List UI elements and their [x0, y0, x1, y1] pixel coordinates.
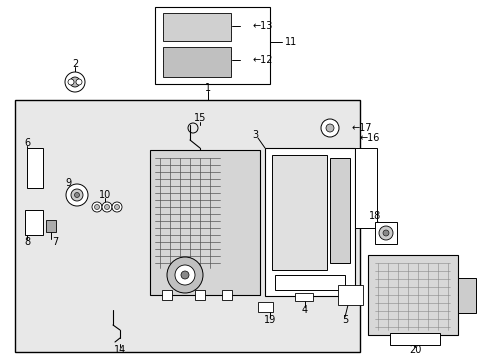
Bar — [271, 155, 326, 270]
Text: 14: 14 — [114, 345, 126, 355]
Circle shape — [92, 202, 102, 212]
Circle shape — [94, 204, 99, 210]
Bar — [367, 255, 457, 335]
Bar — [150, 150, 260, 295]
Circle shape — [167, 257, 203, 293]
Circle shape — [70, 77, 80, 87]
Bar — [258, 302, 272, 312]
Circle shape — [76, 79, 82, 85]
Bar — [354, 148, 376, 228]
Text: ←17: ←17 — [351, 123, 372, 133]
Text: 9: 9 — [65, 178, 71, 188]
Text: ←16: ←16 — [359, 133, 380, 143]
Circle shape — [325, 124, 333, 132]
Circle shape — [68, 79, 74, 85]
Text: 15: 15 — [193, 113, 206, 123]
Bar — [457, 278, 475, 313]
Bar — [294, 293, 312, 301]
Bar — [329, 158, 349, 263]
Text: 18: 18 — [368, 211, 380, 221]
Bar — [222, 290, 231, 300]
Text: 7: 7 — [52, 237, 58, 247]
Circle shape — [104, 204, 109, 210]
Circle shape — [320, 119, 338, 137]
Text: 3: 3 — [251, 130, 258, 140]
Bar — [163, 13, 230, 41]
Bar — [374, 222, 396, 244]
Circle shape — [382, 230, 388, 236]
Text: 20: 20 — [408, 345, 420, 355]
Circle shape — [71, 189, 83, 201]
Bar — [389, 333, 439, 345]
Circle shape — [378, 226, 392, 240]
Bar — [162, 290, 172, 300]
Circle shape — [112, 202, 122, 212]
Bar — [155, 7, 269, 84]
Bar — [46, 220, 56, 232]
Text: 6: 6 — [24, 138, 30, 148]
Bar — [25, 210, 43, 235]
Text: 10: 10 — [99, 190, 111, 200]
Circle shape — [102, 202, 112, 212]
Bar — [15, 100, 359, 352]
Bar — [337, 285, 362, 305]
Bar — [264, 148, 354, 296]
Bar — [195, 290, 204, 300]
Bar — [274, 275, 345, 290]
Text: 1: 1 — [204, 83, 211, 93]
Text: 5: 5 — [341, 315, 347, 325]
Text: ←12: ←12 — [252, 55, 273, 65]
Circle shape — [181, 271, 189, 279]
Bar — [27, 148, 43, 188]
Circle shape — [175, 265, 195, 285]
Circle shape — [74, 193, 80, 198]
Text: 11: 11 — [285, 37, 297, 47]
Circle shape — [66, 184, 88, 206]
Bar — [163, 47, 230, 77]
Text: 2: 2 — [72, 59, 78, 69]
Circle shape — [65, 72, 85, 92]
Text: 19: 19 — [264, 315, 276, 325]
Text: 4: 4 — [301, 305, 307, 315]
Text: ←13: ←13 — [252, 21, 273, 31]
Circle shape — [114, 204, 119, 210]
Text: 8: 8 — [24, 237, 30, 247]
